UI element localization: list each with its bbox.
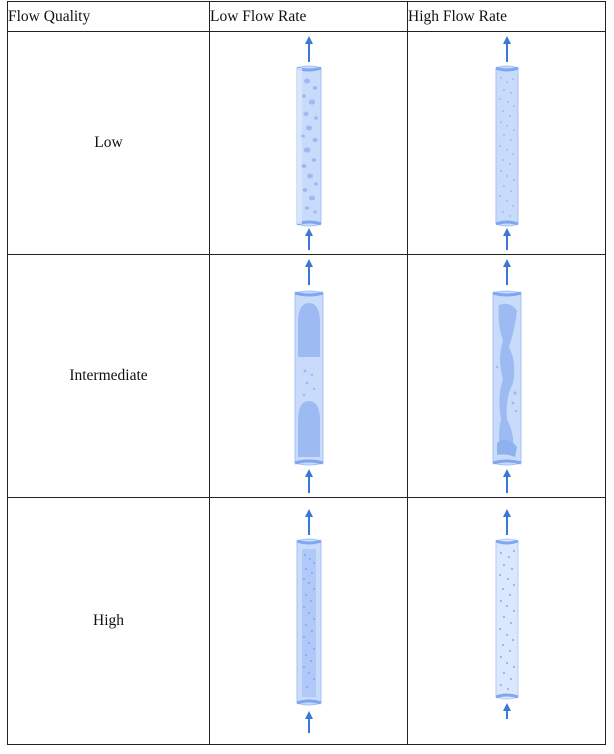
- table-row-intermediate: Intermediate: [7, 254, 606, 498]
- annular-gas-core: [301, 548, 316, 697]
- pipe-slug-flow-diagram: [294, 258, 323, 493]
- churn-gas-core: [498, 303, 517, 455]
- bubbles-fine: [498, 76, 515, 217]
- taylor-bubble-lower: [297, 400, 320, 457]
- cell-low-quality-high-rate: [407, 31, 606, 255]
- pipe-churn-flow-diagram: [492, 258, 521, 493]
- pipe-annular-flow-diagram: [296, 508, 321, 733]
- cell-high-quality-high-rate: [407, 497, 606, 745]
- cell-low-quality-low-rate: [209, 31, 408, 255]
- churn-bubbles: [495, 365, 517, 412]
- slug-bubbles: [302, 369, 315, 396]
- pipe-bubbly-large-diagram: [296, 35, 321, 250]
- arrow-up-icon: [304, 35, 313, 62]
- arrow-up-icon: [304, 468, 313, 493]
- cell-intermediate-quality-low-rate: [209, 254, 408, 498]
- pipe-mist-flow-diagram: [494, 508, 519, 719]
- quality-label-intermediate: Intermediate: [7, 254, 210, 498]
- arrow-up-icon: [502, 468, 511, 493]
- mist-droplets: [498, 549, 515, 690]
- entrained-droplets: [302, 553, 315, 688]
- header-high-flow-rate: High Flow Rate: [407, 1, 606, 32]
- cell-high-quality-low-rate: [209, 497, 408, 745]
- arrow-up-icon: [502, 227, 511, 250]
- cell-intermediate-quality-high-rate: [407, 254, 606, 498]
- table-row-low: Low: [7, 31, 606, 255]
- arrow-up-icon: [502, 258, 511, 285]
- header-low-flow-rate: Low Flow Rate: [209, 1, 408, 32]
- arrow-up-icon: [304, 508, 313, 535]
- header-flow-quality: Flow Quality: [7, 1, 210, 32]
- pipe-bubbly-fine-diagram: [494, 35, 519, 250]
- arrow-up-icon: [502, 702, 511, 719]
- arrow-up-icon: [304, 710, 313, 733]
- flow-regime-table: Flow Quality Low Flow Rate High Flow Rat…: [7, 1, 606, 745]
- bubbles-large: [300, 78, 318, 214]
- arrow-up-icon: [502, 35, 511, 62]
- quality-label-high: High: [7, 497, 210, 745]
- quality-label-low: Low: [7, 31, 210, 255]
- arrow-up-icon: [304, 227, 313, 250]
- arrow-up-icon: [304, 258, 313, 285]
- arrow-up-icon: [502, 508, 511, 535]
- header-row: Flow Quality Low Flow Rate High Flow Rat…: [7, 1, 606, 32]
- table-row-high: High: [7, 497, 606, 745]
- taylor-bubble-upper: [297, 302, 320, 357]
